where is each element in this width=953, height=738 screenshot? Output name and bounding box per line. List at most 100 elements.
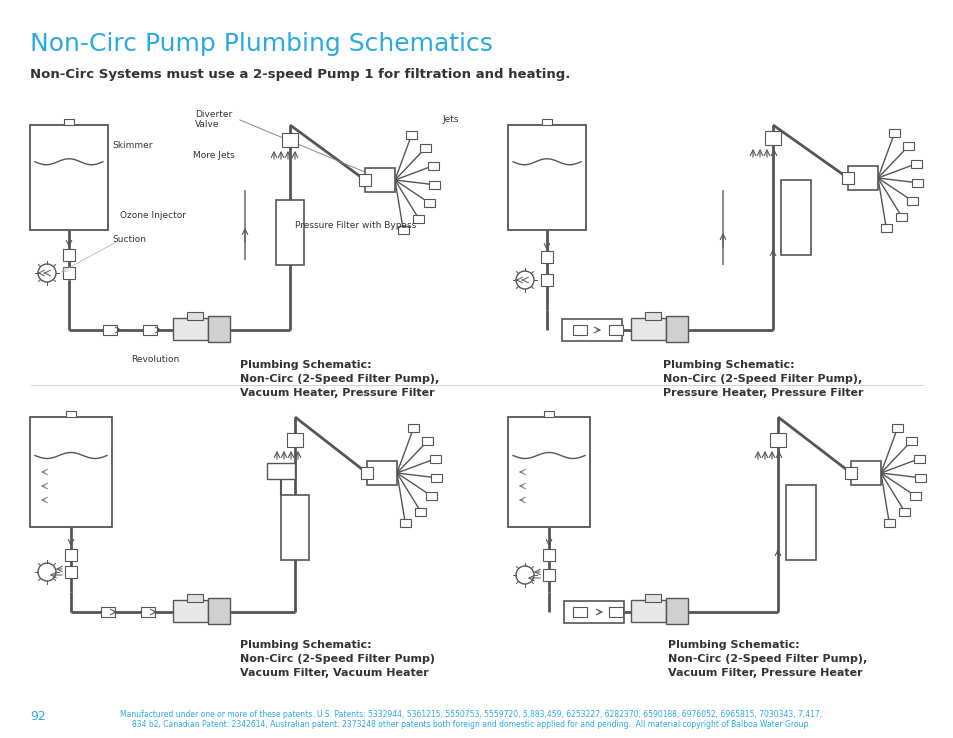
Bar xyxy=(882,519,894,527)
Text: Non-Circ (2-Speed Filter Pump),: Non-Circ (2-Speed Filter Pump), xyxy=(240,374,438,384)
Text: Non-Circ (2-Speed Filter Pump),: Non-Circ (2-Speed Filter Pump), xyxy=(667,654,866,664)
Text: Ozone Injector: Ozone Injector xyxy=(120,210,186,219)
Bar xyxy=(563,601,623,623)
Bar xyxy=(540,274,553,286)
Bar xyxy=(358,174,371,186)
Bar xyxy=(63,249,75,261)
Text: Pressure Filter with Bypass: Pressure Filter with Bypass xyxy=(294,221,416,230)
Bar xyxy=(630,318,665,340)
Text: Plumbing Schematic:: Plumbing Schematic: xyxy=(240,360,372,370)
Bar xyxy=(540,251,553,263)
Bar xyxy=(413,215,424,223)
Bar xyxy=(785,485,815,560)
Bar xyxy=(275,200,304,265)
Text: Plumbing Schematic:: Plumbing Schematic: xyxy=(667,640,799,650)
Text: Pressure Heater, Pressure Filter: Pressure Heater, Pressure Filter xyxy=(662,388,862,398)
Bar xyxy=(367,461,396,485)
Bar xyxy=(64,119,74,125)
Bar xyxy=(30,125,108,230)
Bar xyxy=(424,199,435,207)
Text: Diverter
Valve: Diverter Valve xyxy=(194,110,232,129)
Text: Suction: Suction xyxy=(112,235,146,244)
Bar xyxy=(847,166,877,190)
Bar xyxy=(910,159,921,168)
Bar xyxy=(573,325,586,335)
Text: Plumbing Schematic:: Plumbing Schematic: xyxy=(662,360,794,370)
Bar xyxy=(913,455,923,463)
Bar xyxy=(844,467,856,479)
Bar xyxy=(360,467,373,479)
Bar xyxy=(880,224,891,232)
Bar xyxy=(841,172,853,184)
Bar xyxy=(899,508,909,516)
Bar xyxy=(665,316,687,342)
Text: 92: 92 xyxy=(30,710,46,723)
Text: Non-Circ (2-Speed Filter Pump): Non-Circ (2-Speed Filter Pump) xyxy=(240,654,435,664)
Text: Non-Circ Systems must use a 2-speed Pump 1 for filtration and heating.: Non-Circ Systems must use a 2-speed Pump… xyxy=(30,68,570,81)
Bar xyxy=(427,162,438,170)
Bar xyxy=(141,607,154,617)
Bar xyxy=(608,607,622,617)
Text: Manufactured under one or more of these patents. U.S. Patents: 5332944, 5361215,: Manufactured under one or more of these … xyxy=(120,710,821,729)
Bar xyxy=(101,607,115,617)
Text: Vacuum Filter, Pressure Heater: Vacuum Filter, Pressure Heater xyxy=(667,668,862,678)
Bar xyxy=(429,455,440,463)
Bar xyxy=(542,549,555,561)
Bar xyxy=(282,133,297,147)
Bar xyxy=(426,492,436,500)
Bar xyxy=(429,181,440,189)
Bar xyxy=(431,474,442,482)
Bar xyxy=(561,319,621,341)
Bar xyxy=(507,417,589,527)
Bar xyxy=(208,598,230,624)
Bar xyxy=(764,131,781,145)
Bar xyxy=(399,519,411,527)
Bar xyxy=(541,119,552,125)
Bar xyxy=(909,492,921,500)
Bar xyxy=(281,495,309,560)
Bar xyxy=(406,131,416,139)
Bar xyxy=(172,600,208,622)
Bar xyxy=(542,569,555,581)
Text: Non-Circ Pump Plumbing Schematics: Non-Circ Pump Plumbing Schematics xyxy=(30,32,493,56)
Bar xyxy=(421,438,432,446)
Bar xyxy=(66,411,76,417)
Bar xyxy=(65,549,77,561)
Bar xyxy=(888,129,899,137)
Bar xyxy=(665,598,687,624)
Text: Revolution: Revolution xyxy=(131,355,179,364)
Bar xyxy=(365,168,395,192)
Bar xyxy=(644,594,660,602)
Bar xyxy=(781,180,810,255)
Bar xyxy=(644,312,660,320)
Bar xyxy=(65,566,77,578)
Bar xyxy=(287,433,303,447)
Bar xyxy=(914,474,925,482)
Text: Jets: Jets xyxy=(441,116,458,125)
Bar xyxy=(906,197,918,205)
Bar xyxy=(573,607,586,617)
Bar xyxy=(30,417,112,527)
Bar xyxy=(904,438,916,446)
Bar xyxy=(63,267,75,279)
Bar xyxy=(187,312,203,320)
Bar xyxy=(507,125,585,230)
Text: Plumbing Schematic:: Plumbing Schematic: xyxy=(240,640,372,650)
Text: Vacuum Filter, Vacuum Heater: Vacuum Filter, Vacuum Heater xyxy=(240,668,428,678)
Bar xyxy=(850,461,880,485)
Bar xyxy=(419,145,430,153)
Bar xyxy=(267,463,294,479)
Bar xyxy=(143,325,157,335)
Bar xyxy=(608,325,622,335)
Text: Vacuum Heater, Pressure Filter: Vacuum Heater, Pressure Filter xyxy=(240,388,435,398)
Bar xyxy=(408,424,418,432)
Text: Non-Circ (2-Speed Filter Pump),: Non-Circ (2-Speed Filter Pump), xyxy=(662,374,862,384)
Text: Skimmer: Skimmer xyxy=(112,140,152,150)
Bar xyxy=(911,179,923,187)
Bar xyxy=(891,424,902,432)
Bar xyxy=(896,213,906,221)
Bar xyxy=(208,316,230,342)
Bar xyxy=(769,433,785,447)
Bar xyxy=(415,508,426,516)
Bar xyxy=(543,411,554,417)
